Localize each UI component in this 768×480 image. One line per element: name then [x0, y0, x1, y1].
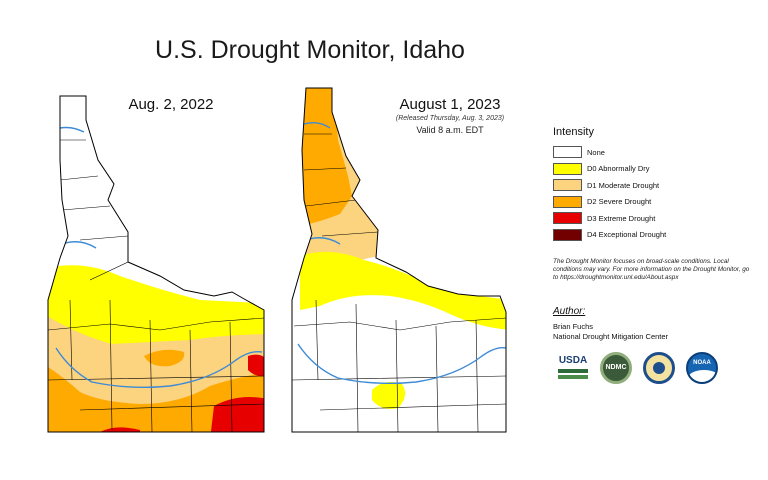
legend-item: D1 Moderate Drought	[553, 177, 753, 194]
map-right-released: (Released Thursday, Aug. 3, 2023)	[395, 115, 505, 122]
usda-logo-stripe	[558, 369, 588, 373]
d3-area-2022-e	[248, 354, 264, 377]
legend-label: D2 Severe Drought	[587, 197, 652, 207]
d2-area-2023	[300, 88, 352, 226]
legend-swatch-none	[553, 146, 582, 159]
county-lines-2022	[48, 139, 264, 432]
noaa-logo-wave	[688, 370, 716, 382]
d3-area-2022-s	[100, 427, 140, 432]
page-title: U.S. Drought Monitor, Idaho	[155, 36, 465, 64]
map-right-date: August 1, 2023	[399, 96, 501, 113]
map-left-date: Aug. 2, 2022	[128, 96, 214, 113]
legend-swatch-d3	[553, 212, 582, 225]
legend-label: None	[587, 147, 605, 157]
legend-label: D3 Extreme Drought	[587, 213, 656, 223]
legend-label: D4 Exceptional Drought	[587, 230, 667, 240]
map-2023	[292, 88, 506, 432]
map-2022	[48, 96, 264, 432]
noaa-logo-text: NOAA	[693, 360, 711, 366]
legend-item: D2 Severe Drought	[553, 194, 753, 211]
usda-logo-stripe	[558, 375, 588, 379]
legend-swatch-d1	[553, 179, 582, 192]
legend-title: Intensity	[553, 126, 594, 138]
d0-area-2023	[300, 251, 506, 330]
author-org: National Drought Mitigation Center	[553, 332, 669, 341]
noaa-logo: NOAA	[686, 352, 718, 384]
legend-swatch-d4	[553, 228, 582, 241]
ndmc-logo: NDMC	[600, 352, 632, 384]
legend-item: D4 Exceptional Drought	[553, 227, 753, 244]
d2-area-2022-central	[144, 349, 185, 367]
legend-item: D3 Extreme Drought	[553, 210, 753, 227]
commerce-seal-center	[653, 362, 665, 374]
usda-logo-text: USDA	[558, 355, 588, 366]
author-name: Brian Fuchs	[553, 322, 594, 331]
legend-item: None	[553, 144, 753, 161]
d0-area-2023-south	[372, 382, 406, 409]
map-right-valid: Valid 8 a.m. EDT	[416, 125, 484, 135]
idaho-outline-2022	[47, 95, 265, 433]
commerce-seal-logo	[643, 352, 675, 384]
legend-swatch-d2	[553, 195, 582, 208]
legend: Intensity None D0 Abnormally Dry D1 Mode…	[553, 126, 753, 243]
drought-monitor-note: The Drought Monitor focuses on broad-sca…	[553, 258, 750, 281]
d3-area-2022-se	[210, 397, 264, 432]
author-heading: Author:	[553, 306, 586, 317]
legend-label: D0 Abnormally Dry	[587, 164, 650, 174]
legend-item: D0 Abnormally Dry	[553, 161, 753, 178]
legend-swatch-d0	[553, 162, 582, 175]
legend-label: D1 Moderate Drought	[587, 180, 660, 190]
ndmc-logo-text: NDMC	[605, 364, 627, 371]
county-lines-2023	[292, 133, 506, 432]
idaho-outline-2023	[291, 87, 507, 433]
usda-logo: USDA	[556, 354, 590, 382]
